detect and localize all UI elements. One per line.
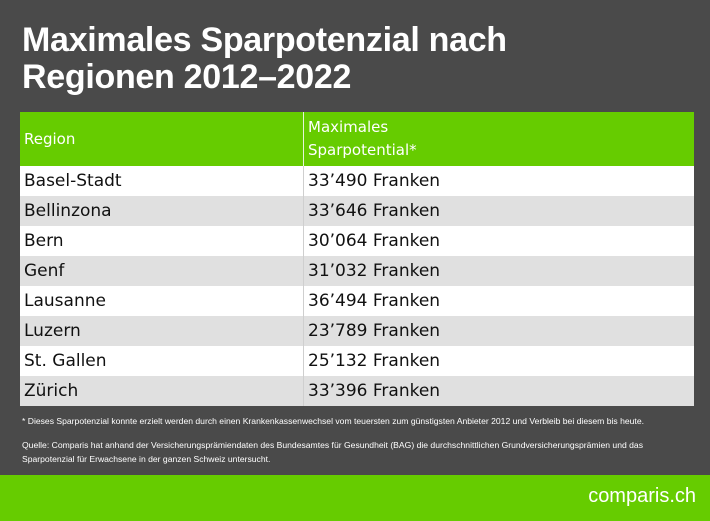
value-cell: 25’132 Franken: [303, 346, 694, 376]
table-row: Bern 30’064 Franken: [20, 226, 694, 256]
region-cell: Basel-Stadt: [20, 166, 304, 196]
logo: comparis.ch: [588, 485, 696, 507]
region-cell: Lausanne: [20, 286, 304, 316]
table: Region Maximales Sparpotential* Basel-Sta…: [20, 112, 694, 406]
value-cell: 30’064 Franken: [303, 226, 694, 256]
column-header: Maximales Sparpotential*: [303, 112, 694, 166]
region-cell: Luzern: [20, 316, 304, 346]
region-cell: St. Gallen: [20, 346, 304, 376]
table-row: Basel-Stadt 33’490 Franken: [20, 166, 694, 196]
table-row: Luzern 23’789 Franken: [20, 316, 694, 346]
column-header-text: Maximales Sparpotential*: [308, 118, 417, 159]
table-row: Zürich 33’396 Franken: [20, 376, 694, 406]
table-row: St. Gallen 25’132 Franken: [20, 346, 694, 376]
table-row: Lausanne 36’494 Franken: [20, 286, 694, 316]
column-header-text: Region: [24, 129, 76, 148]
footer-bar: comparis.ch: [0, 475, 710, 521]
table-row: Genf 31’032 Franken: [20, 256, 694, 286]
value-cell: 23’789 Franken: [303, 316, 694, 346]
value-cell: 33’646 Franken: [303, 196, 694, 226]
table-row: Bellinzona 33’646 Franken: [20, 196, 694, 226]
header-row: Region Maximales Sparpotential*: [20, 112, 694, 166]
region-cell: Genf: [20, 256, 304, 286]
region-cell: Bellinzona: [20, 196, 304, 226]
source-note: Quelle: Comparis hat anhand der Versiche…: [22, 440, 644, 464]
value-cell: 33’490 Franken: [303, 166, 694, 196]
column-header: Region: [20, 112, 304, 166]
value-cell: 33’396 Franken: [303, 376, 694, 406]
value-cell: 31’032 Franken: [303, 256, 694, 286]
region-cell: Bern: [20, 226, 304, 256]
table-body: Basel-Stadt 33’490 Franken Bellinzona 33’64…: [20, 166, 694, 406]
footnote: * Dieses Sparpotenzial konnte erzielt we…: [22, 416, 644, 426]
value-cell: 36’494 Franken: [303, 286, 694, 316]
region-cell: Zürich: [20, 376, 304, 406]
title: Maximales Sparpotenzial nach Regionen 20…: [22, 21, 507, 96]
